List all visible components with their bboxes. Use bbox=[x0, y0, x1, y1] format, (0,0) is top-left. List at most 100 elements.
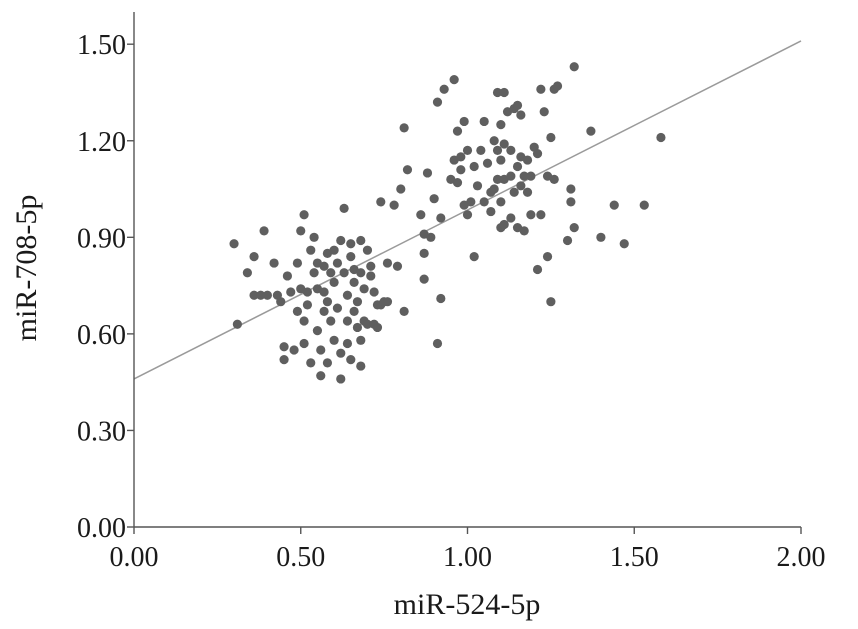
data-point bbox=[512, 100, 523, 110]
data-point bbox=[609, 200, 619, 210]
data-point bbox=[506, 171, 516, 181]
data-point bbox=[249, 290, 259, 300]
data-point bbox=[426, 232, 436, 242]
data-point bbox=[479, 116, 489, 127]
data-point bbox=[639, 200, 649, 210]
data-point bbox=[496, 120, 506, 130]
data-point bbox=[439, 84, 449, 94]
data-point bbox=[449, 74, 459, 85]
data-point bbox=[392, 261, 403, 271]
data-point bbox=[486, 206, 496, 217]
y-tick-label: 0.60 bbox=[77, 320, 126, 351]
x-tick-label: 2.00 bbox=[777, 542, 826, 573]
data-point bbox=[432, 338, 443, 349]
data-point bbox=[496, 155, 506, 165]
data-point bbox=[482, 158, 493, 168]
data-point bbox=[512, 161, 523, 172]
data-point bbox=[229, 239, 239, 249]
data-point bbox=[362, 245, 373, 255]
data-point bbox=[269, 258, 279, 268]
data-point bbox=[522, 187, 533, 197]
data-point bbox=[422, 168, 433, 178]
data-point bbox=[352, 297, 363, 307]
data-point bbox=[399, 306, 409, 316]
data-point bbox=[336, 348, 346, 358]
data-point bbox=[292, 258, 303, 268]
fit-line-group bbox=[133, 40, 802, 380]
data-point bbox=[516, 181, 526, 191]
data-point bbox=[516, 110, 526, 120]
data-point bbox=[429, 194, 439, 204]
data-point bbox=[452, 126, 463, 136]
data-point bbox=[356, 361, 366, 371]
data-point bbox=[322, 297, 333, 307]
data-point bbox=[292, 306, 303, 316]
data-point bbox=[349, 277, 359, 287]
data-point bbox=[476, 145, 486, 156]
data-point bbox=[509, 187, 519, 197]
data-point bbox=[506, 145, 516, 156]
y-axis-title: miR-708-5p bbox=[10, 195, 43, 342]
data-point bbox=[349, 306, 359, 316]
y-tick-label: 1.20 bbox=[77, 127, 126, 158]
data-point bbox=[319, 287, 329, 297]
y-tick-label: 1.50 bbox=[77, 30, 126, 61]
data-point bbox=[496, 197, 506, 207]
data-point bbox=[532, 264, 543, 275]
data-point bbox=[562, 235, 573, 246]
data-point bbox=[299, 316, 309, 326]
data-point bbox=[499, 139, 509, 149]
x-tick-label: 0.00 bbox=[110, 542, 159, 573]
data-point bbox=[432, 97, 443, 107]
data-point bbox=[569, 62, 579, 72]
data-point bbox=[536, 84, 546, 94]
data-point bbox=[376, 197, 386, 207]
data-point bbox=[346, 355, 356, 365]
data-point bbox=[326, 268, 336, 278]
data-point bbox=[306, 245, 316, 255]
data-point bbox=[526, 171, 536, 181]
data-point bbox=[356, 335, 366, 345]
data-point bbox=[552, 81, 563, 91]
data-point bbox=[312, 326, 323, 336]
data-point bbox=[419, 248, 429, 259]
data-point bbox=[309, 232, 319, 242]
data-point bbox=[322, 358, 333, 368]
data-point bbox=[346, 239, 356, 249]
data-point bbox=[316, 345, 326, 355]
data-point bbox=[342, 316, 353, 326]
data-point bbox=[466, 197, 476, 207]
data-point bbox=[419, 274, 429, 284]
data-point bbox=[526, 210, 536, 220]
data-point bbox=[549, 174, 559, 184]
data-point bbox=[456, 165, 466, 175]
data-point bbox=[259, 226, 269, 236]
data-point bbox=[329, 245, 339, 255]
data-point bbox=[362, 319, 373, 329]
data-point bbox=[356, 268, 366, 278]
data-point bbox=[389, 200, 399, 210]
x-tick-label: 0.50 bbox=[276, 542, 325, 573]
data-point bbox=[499, 219, 509, 230]
data-point bbox=[586, 126, 596, 136]
data-point bbox=[436, 293, 446, 304]
data-point bbox=[329, 335, 339, 345]
data-point bbox=[452, 177, 463, 188]
data-point bbox=[309, 268, 319, 278]
data-point bbox=[472, 181, 483, 191]
data-point bbox=[289, 345, 299, 355]
data-point bbox=[282, 271, 293, 281]
data-point bbox=[469, 161, 479, 172]
data-point bbox=[519, 171, 529, 181]
data-point bbox=[276, 297, 286, 307]
data-point bbox=[519, 226, 529, 236]
data-point bbox=[656, 132, 666, 143]
data-point bbox=[492, 174, 503, 184]
data-point bbox=[546, 297, 556, 307]
data-point bbox=[279, 342, 289, 352]
data-point bbox=[566, 197, 576, 207]
data-point bbox=[536, 210, 546, 220]
data-point bbox=[489, 136, 499, 146]
data-point bbox=[336, 235, 346, 246]
